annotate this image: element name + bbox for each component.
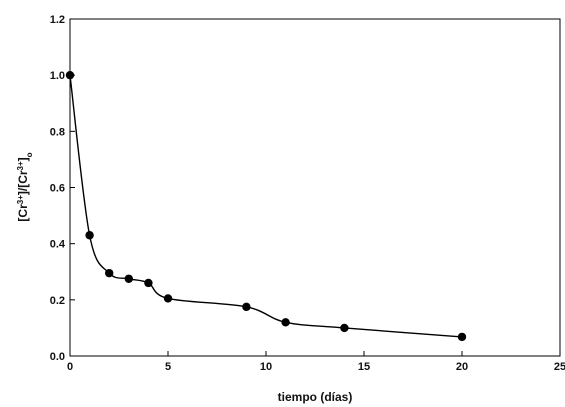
x-axis-title: tiempo (días) (278, 390, 353, 404)
data-point (281, 318, 290, 327)
y-axis-title: [Cr3+]/[Cr3+]o (16, 152, 34, 221)
y-title-sup-2: 3+ (16, 161, 25, 170)
series-line (69, 75, 463, 338)
data-point (65, 70, 75, 80)
y-tick-label: 0.8 (50, 126, 65, 138)
y-tick-label: 0.2 (50, 295, 65, 307)
series-markers (65, 70, 467, 342)
x-tick-label: 25 (554, 361, 565, 373)
x-tick-label: 15 (358, 361, 370, 373)
x-tick-label: 10 (260, 361, 272, 373)
data-point (457, 332, 467, 342)
y-axis: 0.0 0.2 0.4 0.6 0.8 1.0 1.2 (50, 14, 75, 363)
y-title-sup-1: 3+ (16, 195, 25, 204)
x-tick-label: 0 (67, 361, 73, 373)
y-title-part-mid: ]/[Cr (16, 170, 30, 195)
data-point (144, 278, 153, 288)
data-point (105, 268, 114, 278)
data-point (163, 294, 173, 303)
y-title-sub: o (25, 152, 34, 157)
x-tick-label: 5 (165, 361, 171, 373)
y-title-part-open: [Cr (16, 204, 30, 222)
data-point (124, 274, 133, 283)
y-tick-label: 0.0 (50, 351, 65, 363)
data-point (85, 231, 94, 240)
x-axis: 0 5 10 15 20 25 (67, 351, 565, 373)
x-tick-label: 20 (456, 361, 468, 373)
y-tick-label: 1.2 (50, 14, 65, 26)
y-tick-label: 0.4 (50, 239, 66, 251)
data-point (340, 323, 349, 333)
y-tick-label: 0.6 (50, 183, 65, 195)
y-title-part-close: ] (16, 157, 30, 161)
y-tick-label: 1.0 (50, 70, 65, 82)
plot-frame (69, 18, 561, 357)
data-point (242, 302, 251, 312)
